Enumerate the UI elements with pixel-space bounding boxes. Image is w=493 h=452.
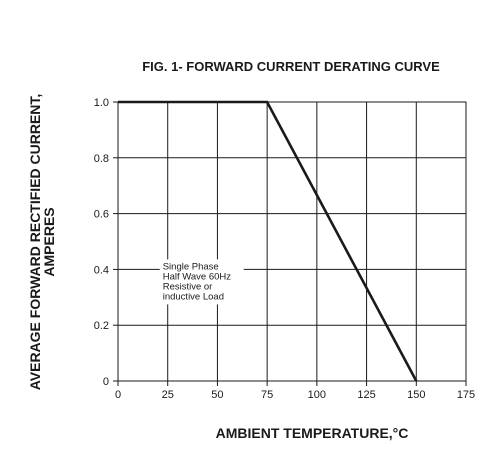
annotation-line: Half Wave 60Hz	[163, 271, 232, 282]
x-tick-label: 150	[407, 389, 425, 401]
annotation-line: inductive Load	[163, 291, 224, 302]
x-tick-label: 175	[457, 389, 475, 401]
y-tick-label: 0.2	[94, 320, 109, 332]
y-axis-title-line-1: AVERAGE FORWARD RECTIFIED CURRENT,	[27, 94, 43, 391]
annotation-line: Resistive or	[163, 281, 213, 292]
annotation-background	[159, 259, 244, 305]
y-tick-label: 0	[103, 376, 109, 388]
y-tick-labels: 0 0.2 0.4 0.6 0.8 1.0	[94, 97, 118, 388]
x-tick-label: 0	[115, 389, 121, 401]
chart-title: FIG. 1- FORWARD CURRENT DERATING CURVE	[142, 59, 440, 74]
x-tick-label: 100	[308, 389, 326, 401]
annotation-line: Single Phase	[163, 261, 219, 272]
y-tick-label: 0.6	[94, 209, 109, 221]
x-tick-label: 75	[261, 389, 273, 401]
y-axis-title: AVERAGE FORWARD RECTIFIED CURRENT, AMPER…	[27, 94, 57, 391]
x-axis-title: AMBIENT TEMPERATURE,°C	[216, 425, 409, 441]
plot-frame	[117, 101, 467, 382]
derating-curve-line	[118, 100, 418, 382]
series-layer	[118, 100, 418, 382]
y-tick-label: 0.4	[94, 264, 109, 276]
x-tick-label: 50	[211, 389, 223, 401]
x-tick-labels: 0 25 50 75 100 125 150 175	[115, 381, 475, 401]
y-axis-title-line-2: AMPERES	[41, 207, 57, 276]
y-tick-label: 0.8	[94, 153, 109, 165]
x-tick-label: 125	[357, 389, 375, 401]
x-tick-label: 25	[162, 389, 174, 401]
y-tick-label: 1.0	[94, 97, 109, 109]
grid-lines	[118, 102, 466, 381]
